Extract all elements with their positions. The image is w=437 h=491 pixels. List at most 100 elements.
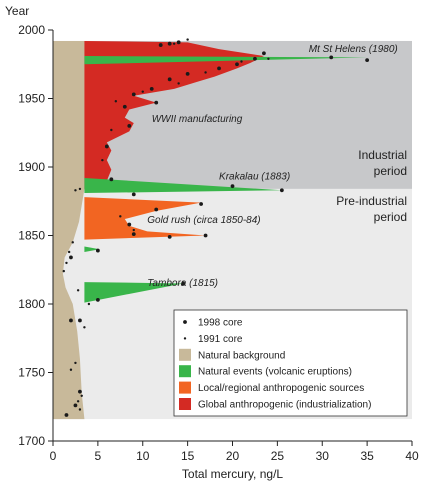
natural-background-area: [53, 40, 85, 420]
x-tick-label: 40: [405, 449, 419, 463]
legend-label: Local/regional anthropogenic sources: [198, 383, 364, 394]
point-1991-core: [141, 90, 144, 93]
point-1991-core: [76, 289, 80, 292]
legend-label: Natural background: [198, 350, 285, 361]
point-1991-core: [74, 189, 77, 192]
point-1991-core: [87, 302, 91, 306]
point-1991-core: [204, 71, 207, 74]
y-tick-label: 1950: [18, 92, 45, 106]
point-1991-core: [62, 269, 65, 273]
annotation-label: Mt St Helens (1980): [309, 44, 398, 55]
point-1991-core: [65, 261, 68, 265]
point-1998-core: [95, 248, 100, 253]
annotation-label: Krakalau (1883): [219, 171, 290, 182]
point-1998-core: [149, 87, 154, 91]
series-area-1: [84, 197, 206, 240]
annotations: Industrial period Pre-industrial period Mt S…: [147, 44, 407, 289]
legend-swatch: [179, 348, 191, 361]
y-tick-label: 2000: [18, 23, 45, 37]
x-tick-label: 5: [95, 449, 102, 463]
point-1998-core: [365, 58, 370, 63]
series-areas: [84, 40, 368, 303]
point-1991-core: [76, 400, 80, 403]
period-label: Industrial: [358, 148, 407, 162]
point-1998-core: [127, 222, 132, 227]
point-1991-core: [67, 250, 71, 254]
point-1998-core: [158, 43, 163, 47]
point-1998-core: [329, 55, 334, 60]
point-1998-core: [122, 104, 127, 109]
point-1998-core: [176, 40, 181, 45]
point-1998-core: [181, 281, 186, 286]
annotation-label: Tambora (1815): [147, 278, 218, 289]
period-label: period: [374, 210, 407, 224]
point-1991-core: [110, 128, 113, 132]
y-tick-label: 1800: [18, 297, 45, 311]
point-1991-core: [172, 42, 176, 45]
y-axis-title: Year: [5, 4, 29, 18]
point-1998-core: [235, 62, 239, 67]
point-1991-core: [267, 57, 270, 60]
point-1998-core: [167, 234, 172, 239]
x-axis-title: Total mercury, ng/L: [182, 467, 283, 481]
legend-label: Natural events (volcanic eruptions): [198, 367, 352, 378]
point-1998-core: [253, 56, 257, 61]
point-1998-core: [131, 232, 136, 237]
point-1991-core: [69, 368, 73, 371]
point-1998-core: [167, 41, 172, 46]
legend: 1998 core 1991 core Natural background Natu…: [173, 309, 408, 417]
x-tick-label: 30: [316, 449, 330, 463]
period-label: period: [374, 164, 407, 178]
point-1991-core: [71, 241, 74, 244]
point-1991-core: [83, 326, 86, 329]
point-1998-core: [127, 124, 132, 128]
point-1991-core: [177, 82, 180, 85]
point-1998-core: [73, 403, 78, 408]
y-tick-label: 1900: [18, 160, 45, 174]
volcanic-event-area: [84, 177, 282, 194]
x-tick-label: 10: [136, 449, 150, 463]
point-1998-core: [131, 192, 136, 197]
legend-marker-1991-core: [183, 337, 187, 340]
point-1998-core: [69, 255, 73, 260]
point-1998-core: [69, 318, 73, 323]
point-1998-core: [154, 207, 159, 212]
point-1998-core: [217, 66, 221, 71]
x-tick-label: 20: [226, 449, 240, 463]
point-1998-core: [262, 51, 266, 56]
volcanic-event-area: [84, 282, 184, 303]
y-tick-label: 1750: [18, 366, 45, 380]
point-1998-core: [167, 77, 172, 82]
point-1991-core: [240, 60, 243, 63]
legend-marker-1998-core: [183, 320, 187, 324]
point-1998-core: [185, 71, 190, 76]
point-1998-core: [104, 144, 109, 149]
legend-swatch: [179, 381, 191, 394]
point-1998-core: [203, 233, 208, 238]
point-1991-core: [78, 408, 82, 411]
point-1991-core: [114, 100, 118, 103]
x-tick-label: 0: [50, 449, 57, 463]
point-1991-core: [80, 394, 83, 397]
point-1998-core: [131, 92, 136, 97]
series-area-0: [84, 40, 264, 189]
legend-swatch: [179, 365, 191, 378]
legend-box: [173, 309, 408, 417]
x-tick-label: 15: [181, 449, 195, 463]
annotation-label: Gold rush (circa 1850-84): [147, 215, 260, 226]
point-1998-core: [95, 297, 100, 302]
point-1998-core: [78, 318, 82, 323]
core-points: [62, 38, 370, 417]
legend-label: 1998 core: [198, 318, 243, 329]
volcanic-event-area: [84, 56, 368, 65]
legend-label: Global anthropogenic (industrialization): [198, 400, 371, 411]
point-1991-core: [119, 215, 122, 218]
point-1991-core: [101, 158, 104, 162]
natural-background-area: [53, 40, 85, 420]
point-1991-core: [78, 187, 82, 191]
point-1998-core: [230, 184, 235, 189]
y-tick-label: 1700: [18, 434, 45, 448]
point-1991-core: [186, 38, 189, 41]
